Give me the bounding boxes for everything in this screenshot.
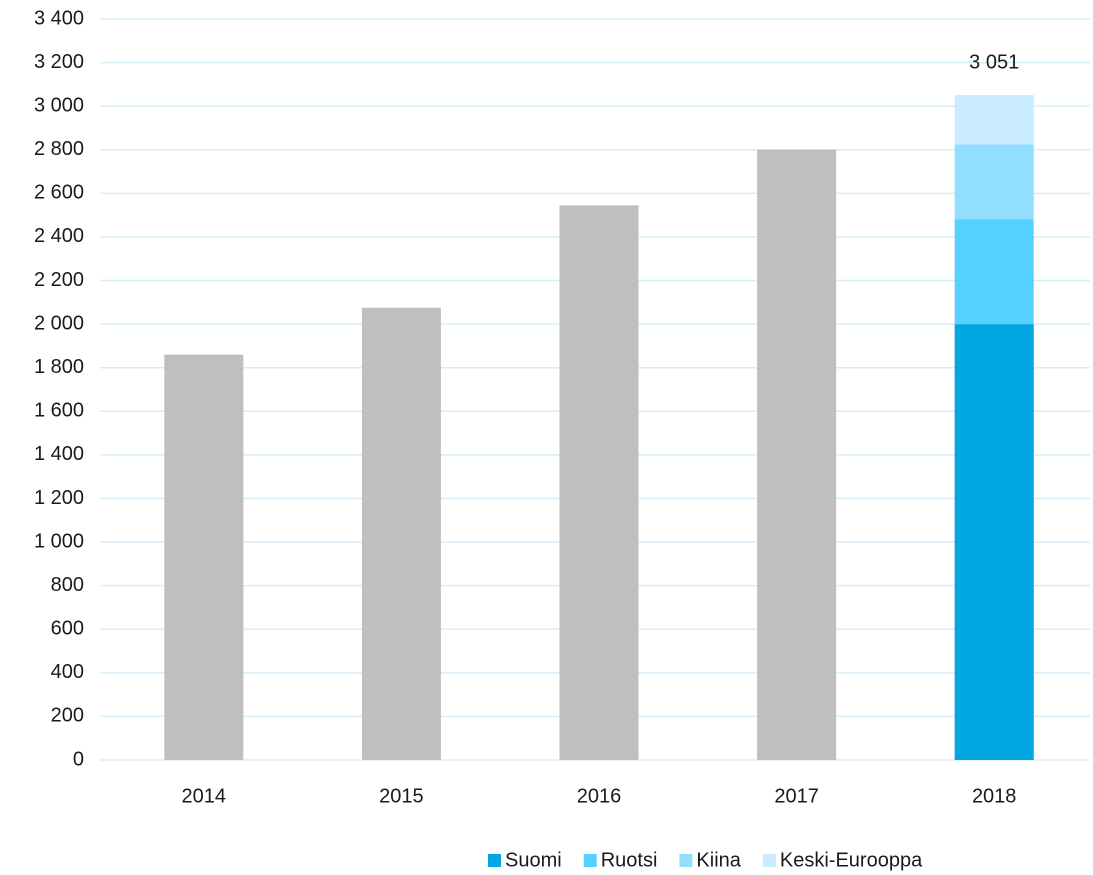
bar-segment <box>757 149 837 760</box>
bar-segment <box>559 205 639 760</box>
legend-label: Kiina <box>696 849 741 871</box>
y-tick-label: 3 400 <box>34 7 84 29</box>
bar-segment <box>954 144 1034 220</box>
bar-segment <box>954 219 1034 325</box>
x-tick-label: 2016 <box>577 785 622 807</box>
y-tick-label: 2 400 <box>34 225 84 247</box>
x-tick-label: 2017 <box>774 785 819 807</box>
bar-segment <box>361 307 441 760</box>
legend-label: Keski-Eurooppa <box>780 849 923 871</box>
bar-segment <box>954 324 1034 760</box>
y-tick-label: 2 000 <box>34 312 84 334</box>
y-tick-label: 600 <box>51 618 84 640</box>
legend-label: Suomi <box>505 849 562 871</box>
x-tick-label: 2018 <box>972 785 1017 807</box>
y-tick-label: 200 <box>51 705 84 727</box>
y-tick-label: 2 200 <box>34 269 84 291</box>
legend-label: Ruotsi <box>601 849 658 871</box>
legend-swatch <box>583 854 597 867</box>
bar-segment <box>954 95 1034 145</box>
y-tick-label: 1 400 <box>34 443 84 465</box>
y-tick-label: 2 800 <box>34 138 84 160</box>
y-tick-label: 1 200 <box>34 487 84 509</box>
legend-swatch <box>679 854 693 867</box>
bar-segment <box>164 354 244 760</box>
y-tick-label: 1 800 <box>34 356 84 378</box>
total-label: 3 051 <box>969 51 1019 73</box>
y-tick-label: 2 600 <box>34 182 84 204</box>
y-tick-label: 3 000 <box>34 94 84 116</box>
x-tick-label: 2015 <box>379 785 424 807</box>
y-tick-label: 400 <box>51 661 84 683</box>
y-tick-label: 0 <box>73 748 84 770</box>
y-tick-label: 1 000 <box>34 530 84 552</box>
x-tick-label: 2014 <box>182 785 227 807</box>
y-tick-label: 800 <box>51 574 84 596</box>
y-tick-label: 3 200 <box>34 51 84 73</box>
y-tick-label: 1 600 <box>34 400 84 422</box>
legend-swatch <box>762 854 776 867</box>
legend-swatch <box>488 854 501 867</box>
